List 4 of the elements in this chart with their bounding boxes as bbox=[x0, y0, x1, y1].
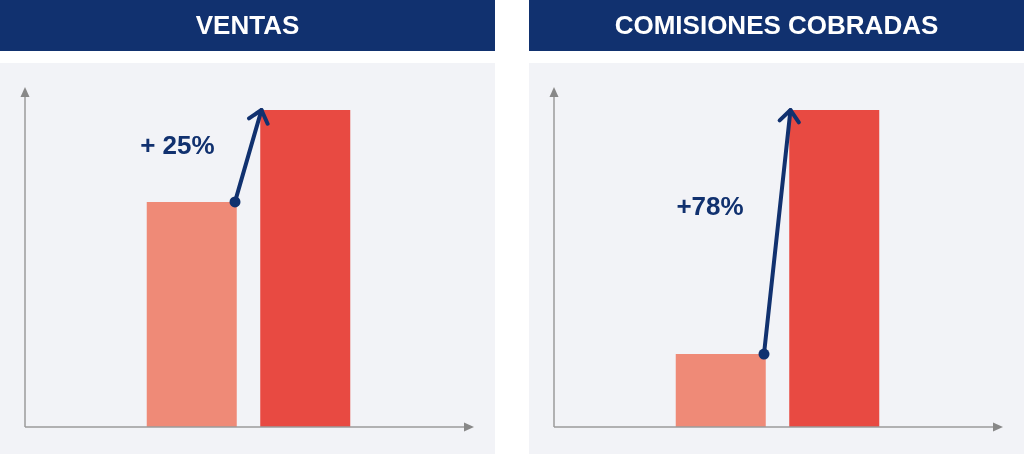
annotation: + 25% bbox=[140, 129, 215, 160]
chart-title: VENTAS bbox=[195, 10, 300, 41]
annotation: +78% bbox=[676, 190, 744, 221]
chart-title: COMISIONES COBRADAS bbox=[614, 10, 939, 41]
